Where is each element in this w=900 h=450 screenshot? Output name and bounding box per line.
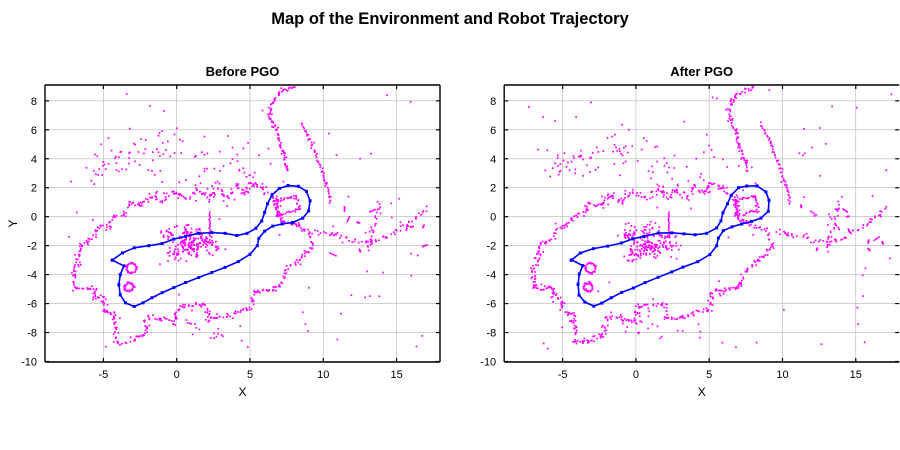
svg-text:15: 15 <box>850 369 862 381</box>
svg-text:2: 2 <box>31 183 37 195</box>
svg-text:0: 0 <box>174 369 180 381</box>
svg-text:10: 10 <box>776 369 788 381</box>
svg-text:-8: -8 <box>27 328 37 340</box>
svg-text:4: 4 <box>31 154 37 166</box>
svg-text:-2: -2 <box>27 241 37 253</box>
svg-text:8: 8 <box>490 96 496 108</box>
svg-text:5: 5 <box>706 369 712 381</box>
svg-text:0: 0 <box>490 212 496 224</box>
svg-text:Before PGO: Before PGO <box>206 64 280 79</box>
svg-text:-6: -6 <box>486 299 496 311</box>
svg-text:After PGO: After PGO <box>670 64 733 79</box>
svg-text:-2: -2 <box>486 241 496 253</box>
svg-text:10: 10 <box>317 369 329 381</box>
svg-text:2: 2 <box>490 183 496 195</box>
svg-text:X: X <box>238 385 246 399</box>
svg-text:-10: -10 <box>21 357 37 369</box>
svg-text:-4: -4 <box>27 270 37 282</box>
svg-text:0: 0 <box>31 212 37 224</box>
svg-text:6: 6 <box>490 125 496 137</box>
svg-text:-8: -8 <box>486 328 496 340</box>
svg-text:-6: -6 <box>27 299 37 311</box>
svg-text:X: X <box>698 385 706 399</box>
svg-text:-4: -4 <box>486 270 496 282</box>
svg-text:0: 0 <box>633 369 639 381</box>
svg-text:5: 5 <box>247 369 253 381</box>
svg-text:-5: -5 <box>558 369 568 381</box>
svg-text:15: 15 <box>390 369 402 381</box>
svg-text:8: 8 <box>31 96 37 108</box>
svg-text:Y: Y <box>6 219 20 227</box>
svg-text:6: 6 <box>31 125 37 137</box>
svg-text:4: 4 <box>490 154 496 166</box>
svg-text:-5: -5 <box>99 369 109 381</box>
svg-text:-10: -10 <box>480 357 496 369</box>
